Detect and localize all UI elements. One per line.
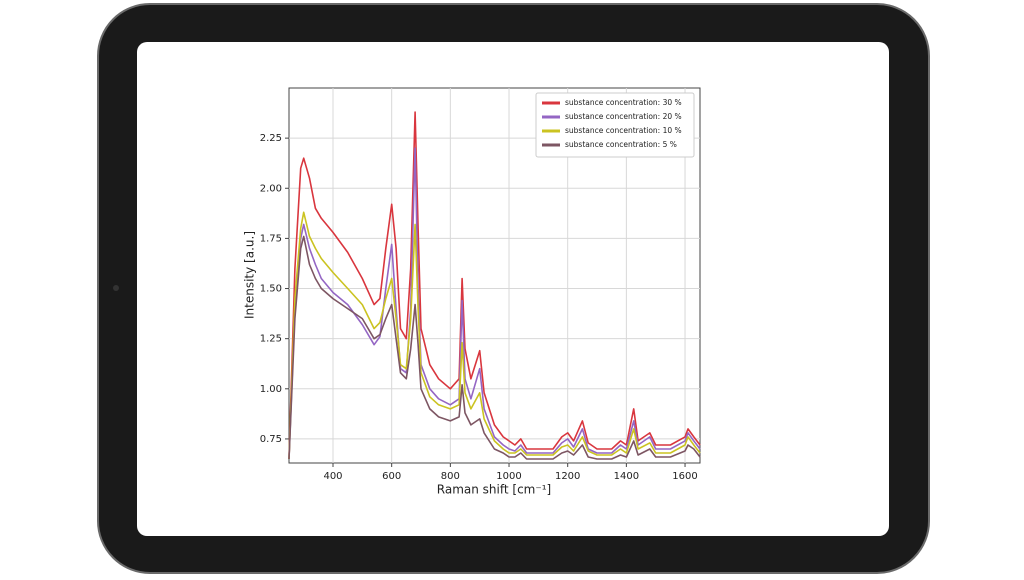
legend: substance concentration: 30 % substance c… [535,92,695,158]
x-tick-label: 1600 [672,471,697,482]
x-axis-label: Raman shift [cm⁻¹] [437,483,551,497]
x-tick-label: 400 [323,471,342,482]
series-line [288,147,701,460]
y-tick-label: 1.75 [260,233,282,244]
y-tick-label: 2.25 [260,133,282,144]
legend-box [535,92,695,158]
legend-label: substance concentration: 20 % [565,112,682,121]
legend-label: substance concentration: 30 % [565,98,682,107]
y-tick-label: 1.50 [260,284,282,295]
legend-label: substance concentration: 5 % [565,140,677,149]
series-line [288,211,701,460]
y-tick-label: 1.25 [260,334,282,345]
y-tick-label: 0.75 [260,434,282,445]
x-tick-label: 1200 [555,471,580,482]
camera [113,285,119,291]
y-tick-label: 1.00 [260,384,282,395]
x-tick-label: 800 [441,471,460,482]
x-tick-label: 1000 [496,471,521,482]
series-line [288,235,701,460]
y-tick-label: 2.00 [260,183,282,194]
x-tick-label: 1400 [614,471,639,482]
lines [288,111,701,460]
legend-label: substance concentration: 10 % [565,126,682,135]
x-tick-label: 600 [382,471,401,482]
y-axis-label: Intensity [a.u.] [243,231,257,319]
series-line [288,111,701,460]
grid: 0.75 1.00 1.25 1.50 1.75 2.00 2.25 400 600 800 100… [260,88,700,482]
